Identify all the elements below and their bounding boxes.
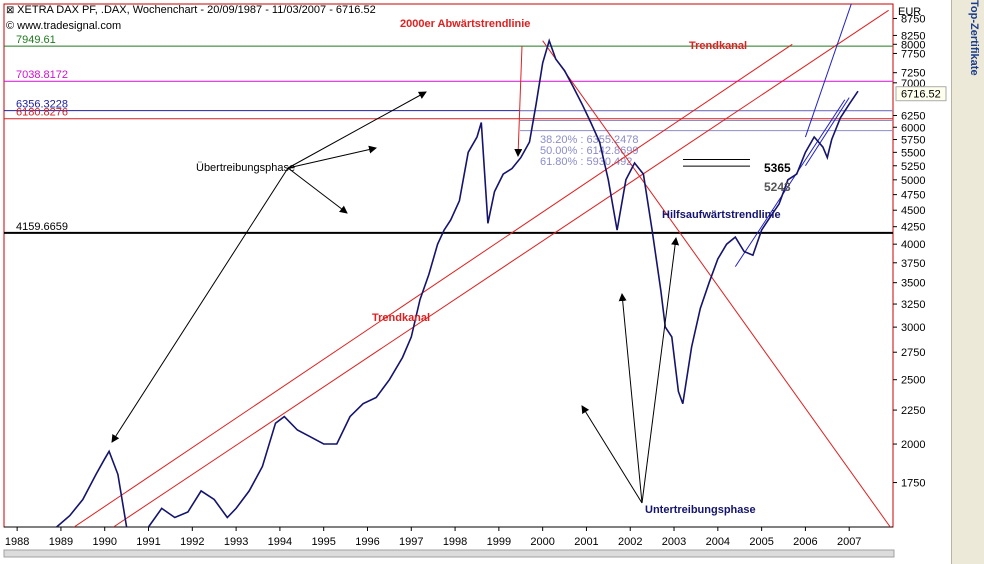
y-tick-label: 3250 [901,299,925,311]
level-label: 6180.8276 [16,107,68,119]
annotation-label: Trendkanal [372,312,430,324]
annotation-arrow [111,167,289,443]
y-tick-label: 3000 [901,322,925,334]
x-tick-label: 1988 [5,536,29,548]
x-tick-label: 1997 [399,536,423,548]
source-text: www.tradesignal.com [17,20,122,32]
level-label: 4159.6659 [16,221,68,233]
y-tick-label: 2500 [901,375,925,387]
annotation-label: Trendkanal [689,40,747,52]
level-label: 7038.8172 [16,69,68,81]
annotation-arrow [287,167,348,214]
plot-frame [3,3,894,528]
fib-label: 38.20% : 6355.2478 [540,134,638,146]
fib-label: 61.80% : 5930.492 [540,156,632,168]
annotation-arrow [581,405,643,504]
x-tick-label: 2005 [749,536,773,548]
y-tick-label: 8000 [901,39,925,51]
y-tick-label: 4750 [901,190,925,202]
x-tick-label: 1999 [487,536,511,548]
y-tick-label: 1750 [901,478,925,490]
y-tick-label: 3500 [901,278,925,290]
y-tick-label: 2000 [901,439,925,451]
trendline [804,97,850,167]
last-price-label: 6716.52 [901,89,941,101]
y-tick-label: 7250 [901,68,925,80]
annotation-arrow [618,293,643,504]
x-tick-label: 2001 [574,536,598,548]
horizontal-scrollbar [3,549,895,558]
x-tick-label: 1989 [49,536,73,548]
annotation-label: 5243 [764,180,791,194]
y-tick-label: 2250 [901,405,925,417]
copyright-icon: © [6,20,18,32]
annotation-arrow [287,91,427,169]
x-tick-label: 2002 [618,536,642,548]
x-tick-label: 1995 [311,536,335,548]
y-tick-label: 5750 [901,135,925,147]
trendline [113,9,889,527]
level-label: 7949.61 [16,34,56,46]
x-tick-label: 2006 [793,536,817,548]
x-tick-label: 2000 [530,536,554,548]
y-tick-label: 4000 [901,239,925,251]
trendline [73,43,793,527]
x-tick-label: 1996 [355,536,379,548]
y-tick-label: 5250 [901,161,925,173]
side-panel-label[interactable]: Top-Zertifikate [968,0,980,76]
trendline-group [73,4,891,527]
x-tick-label: 2003 [662,536,686,548]
annotation-arrow [287,145,377,169]
y-tick-label: 3750 [901,258,925,270]
price-line [56,38,859,527]
x-tick-label: 1990 [92,536,116,548]
chart-title-text: XETRA DAX PF, .DAX, Wochenchart - 20/09/… [17,4,376,16]
side-panel[interactable] [951,0,984,564]
y-tick-label: 6000 [901,122,925,134]
fib-label: 50.00% : 6142.8699 [540,145,638,157]
x-tick-label: 2004 [706,536,730,548]
annotation-arrow [641,237,680,504]
annotation-label: Hilfsaufwärtstrendlinie [662,209,781,221]
x-tick-label: 1993 [224,536,248,548]
currency-label: EUR [898,6,922,18]
source-label: © www.tradesignal.com [6,20,121,32]
x-tick-label: 1992 [180,536,204,548]
x-tick-label: 1994 [268,536,292,548]
trendline [804,4,852,138]
annotation-arrow [514,45,523,157]
x-tick-label: 1998 [443,536,467,548]
annotation-label: 5365 [764,161,791,175]
level-label: 6356.3228 [16,99,68,111]
y-tick-label: 8750 [901,13,925,25]
annotation-label: Übertreibungsphase [196,162,295,174]
y-tick-label: 5000 [901,175,925,187]
trendline [542,40,891,527]
y-tick-label: 6250 [901,110,925,122]
y-tick-label: 4250 [901,222,925,234]
chart-title: ⊠ XETRA DAX PF, .DAX, Wochenchart - 20/0… [6,4,376,16]
trendline [734,99,846,267]
last-price-box [895,86,947,102]
y-tick-label: 8250 [901,30,925,42]
annotation-label: 2000er Abwärtstrendlinie [400,18,530,30]
chart-type-icon: ⊠ [6,5,18,16]
y-tick-label: 2750 [901,347,925,359]
y-tick-label: 5500 [901,147,925,159]
annotation-label: Untertreibungsphase [645,504,756,516]
y-tick-label: 7750 [901,48,925,60]
y-tick-label: 4500 [901,205,925,217]
x-tick-label: 2007 [837,536,861,548]
x-tick-label: 1991 [136,536,160,548]
